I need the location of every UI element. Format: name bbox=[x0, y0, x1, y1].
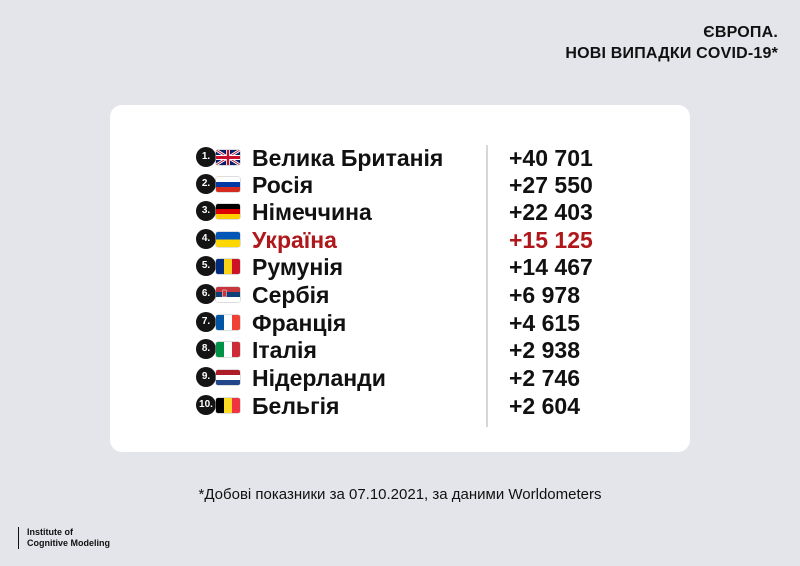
rank-badge: 4. bbox=[196, 229, 216, 249]
new-cases-value: +4 615 bbox=[509, 310, 580, 336]
list-item: 7. Франція +4 615 bbox=[196, 310, 616, 336]
new-cases-value: +2 604 bbox=[509, 393, 580, 419]
rank-badge: 1. bbox=[196, 147, 216, 167]
list-item: 5. Румунія +14 467 bbox=[196, 254, 616, 280]
list-item: 1. Велика Британія +40 701 bbox=[196, 145, 616, 171]
country-name: Бельгія bbox=[252, 393, 340, 419]
logo-line-1: Institute of bbox=[27, 527, 73, 537]
new-cases-value: +15 125 bbox=[509, 227, 593, 253]
new-cases-value: +27 550 bbox=[509, 172, 593, 198]
rank-badge: 2. bbox=[196, 174, 216, 194]
belgium-flag-icon bbox=[216, 398, 240, 413]
logo-line-2: Cognitive Modeling bbox=[27, 538, 110, 548]
country-name: Росія bbox=[252, 172, 314, 198]
institute-logo: Institute of Cognitive Modeling bbox=[18, 527, 110, 549]
country-name: Румунія bbox=[252, 254, 344, 280]
rank-badge: 7. bbox=[196, 312, 216, 332]
romania-flag-icon bbox=[216, 259, 240, 274]
footnote: *Добові показники за 07.10.2021, за дани… bbox=[198, 486, 602, 503]
new-cases-value: +40 701 bbox=[509, 145, 593, 171]
germany-flag-icon bbox=[216, 204, 240, 219]
serbia-flag-icon bbox=[216, 287, 240, 302]
country-name: Німеччина bbox=[252, 199, 372, 225]
title-line-1: ЄВРОПА. bbox=[703, 24, 778, 41]
list-item: 2. Росія +27 550 bbox=[196, 172, 616, 198]
france-flag-icon bbox=[216, 315, 240, 330]
list-item: 9. Нідерланди +2 746 bbox=[196, 365, 616, 391]
list-item: 10. Бельгія +2 604 bbox=[196, 393, 616, 419]
rank-badge: 10. bbox=[196, 395, 216, 415]
italy-flag-icon bbox=[216, 342, 240, 357]
title-line-2: НОВІ ВИПАДКИ COVID-19* bbox=[565, 45, 778, 62]
country-name: Нідерланди bbox=[252, 365, 386, 391]
page-title: ЄВРОПА. НОВІ ВИПАДКИ COVID-19* bbox=[565, 22, 778, 64]
new-cases-value: +2 746 bbox=[509, 365, 580, 391]
united-kingdom-flag-icon bbox=[216, 150, 240, 165]
rank-badge: 9. bbox=[196, 367, 216, 387]
new-cases-value: +6 978 bbox=[509, 282, 580, 308]
rank-badge: 6. bbox=[196, 284, 216, 304]
rank-badge: 8. bbox=[196, 339, 216, 359]
list-item: 6. Сербія +6 978 bbox=[196, 282, 616, 308]
list-item: 3. Німеччина +22 403 bbox=[196, 199, 616, 225]
netherlands-flag-icon bbox=[216, 370, 240, 385]
country-name: Італія bbox=[252, 337, 317, 363]
country-name: Франція bbox=[252, 310, 347, 336]
country-name: Сербія bbox=[252, 282, 330, 308]
country-name: Велика Британія bbox=[252, 145, 444, 171]
ukraine-flag-icon bbox=[216, 232, 240, 247]
rank-badge: 5. bbox=[196, 256, 216, 276]
new-cases-value: +2 938 bbox=[509, 337, 580, 363]
column-divider bbox=[486, 145, 488, 427]
russia-flag-icon bbox=[216, 177, 240, 192]
list-item: 8. Італія +2 938 bbox=[196, 337, 616, 363]
list-item: 4. Україна +15 125 bbox=[196, 227, 616, 253]
new-cases-value: +22 403 bbox=[509, 199, 593, 225]
rank-badge: 3. bbox=[196, 201, 216, 221]
new-cases-value: +14 467 bbox=[509, 254, 593, 280]
country-name: Україна bbox=[252, 227, 337, 253]
